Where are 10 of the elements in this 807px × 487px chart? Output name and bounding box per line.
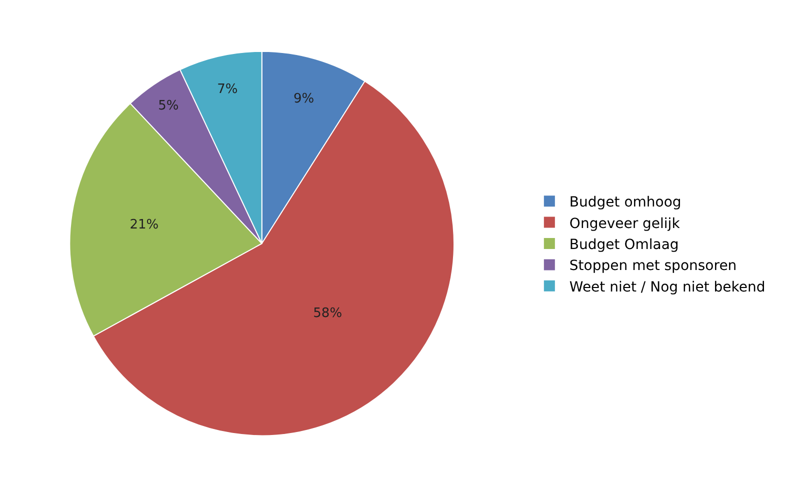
legend-label: Budget Omlaag — [569, 236, 679, 253]
data-label: 5% — [158, 98, 179, 114]
data-label: 7% — [217, 82, 238, 98]
legend-label: Ongeveer gelijk — [569, 216, 681, 232]
data-label: 58% — [313, 306, 342, 322]
legend-label: Stoppen met sponsoren — [569, 258, 737, 274]
legend-label: Weet niet / Nog niet bekend — [569, 279, 766, 296]
data-label: 9% — [293, 92, 314, 107]
legend-label: Budget omhoog — [569, 194, 682, 211]
data-label: 21% — [130, 217, 159, 232]
